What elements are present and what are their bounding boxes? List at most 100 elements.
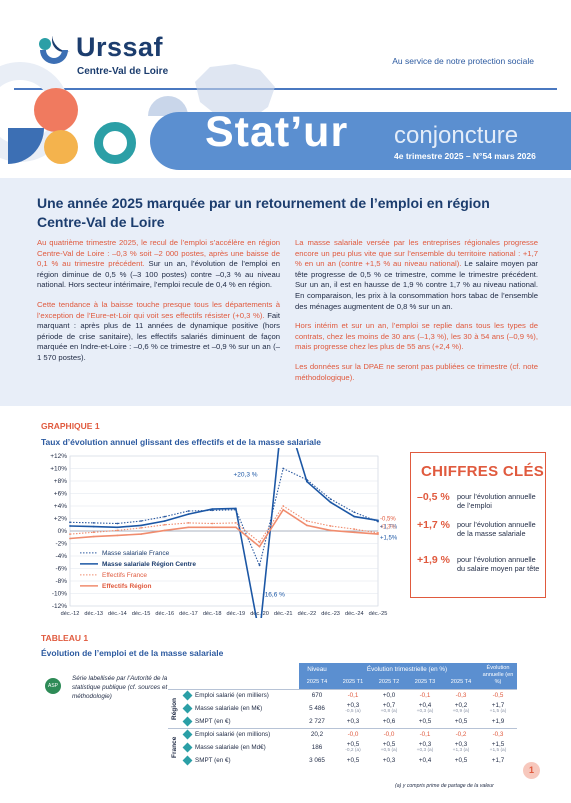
series-point-2 — [329, 525, 332, 527]
end-value-label: -0,5% — [380, 517, 396, 523]
table-cell: +0,3 +0,3 (a) — [407, 741, 443, 754]
cell-value: -0,1 — [419, 692, 431, 700]
cell-value: -0,0 — [383, 731, 395, 739]
cell-value: +1,7 — [491, 702, 505, 709]
table-cell: +0,5 — [443, 754, 479, 767]
table-cell: +1,7 — [479, 754, 517, 767]
cell-value: -0,1 — [347, 692, 359, 700]
table-cell: +1,9 — [479, 715, 517, 728]
x-tick-label: déc.-21 — [274, 611, 293, 617]
table-cell: +0,3 -0,5 (a) — [335, 702, 371, 715]
table-cell: -0,3 — [443, 688, 479, 702]
x-tick-label: déc.-25 — [369, 611, 388, 617]
cell-value: +0,3 — [418, 741, 432, 748]
table-cell: +0,7 +0,8 (a) — [371, 702, 407, 715]
cell-value: +0,3 — [454, 741, 468, 748]
row-label-text: Masse salariale (en Md€) — [195, 744, 266, 752]
cell-value: -0,0 — [347, 731, 359, 739]
article-title: Une année 2025 marquée par un retourneme… — [37, 195, 490, 230]
series-point-0 — [69, 521, 71, 524]
table-cell: -0,0 — [335, 727, 371, 741]
diamond-bullet-icon — [182, 703, 193, 714]
y-tick-label: +2% — [54, 516, 67, 523]
y-tick-label: +10% — [50, 466, 67, 473]
legend-label: Masse salariale France — [102, 550, 170, 557]
decorative-circle-icon — [34, 88, 78, 132]
cell-value: +0,4 — [418, 702, 432, 709]
series-line-1 — [69, 448, 379, 618]
cell-value: 670 — [311, 692, 323, 700]
brand-name: Urssaf — [76, 32, 164, 62]
cell-value: -0,3 — [455, 692, 467, 700]
series-point-2 — [211, 522, 214, 525]
cell-subvalue: +1,5 (a) — [489, 709, 507, 714]
table-cell: +0,3 — [335, 715, 371, 728]
cell-value: +0,5 — [454, 717, 468, 725]
key-figure-value: –0,5 % — [417, 491, 450, 503]
y-tick-label: +12% — [50, 453, 67, 460]
cell-subvalue: +1,5 (a) — [489, 748, 507, 753]
series-point-1 — [234, 507, 237, 510]
diamond-bullet-icon — [182, 729, 193, 740]
end-value-label: +1,5% — [380, 535, 398, 541]
table-group-label: Région — [168, 689, 181, 728]
cell-subvalue: +0,8 (a) — [380, 709, 398, 714]
urssaf-logo-icon — [39, 36, 70, 64]
annotation-label: +20,3 % — [233, 472, 257, 479]
series-point-2 — [282, 505, 285, 507]
table-row: Masse salariale (en Md€) 186 +0,5 -0,2 (a) +… — [168, 741, 517, 754]
table-group-label: France — [168, 728, 181, 767]
cell-value: +0,2 — [454, 702, 468, 709]
end-value-label: -0,3% — [380, 525, 396, 531]
end-value-label: +1,7% — [380, 525, 398, 531]
series-point-3 — [353, 531, 356, 534]
table-cell: +0,4 — [407, 754, 443, 767]
y-tick-label: -2% — [55, 541, 67, 548]
table-cell: +1,7 +1,5 (a) — [479, 702, 517, 715]
cell-subvalue: +0,3 (a) — [416, 748, 434, 753]
series-line-0 — [69, 467, 379, 568]
series-point-3 — [306, 524, 308, 527]
series-point-0 — [353, 511, 356, 514]
cell-value: -0,3 — [492, 731, 504, 739]
table-cell: -0,5 — [479, 688, 517, 702]
series-point-1 — [69, 525, 71, 527]
table-cell: +0,5 — [443, 715, 479, 728]
series-point-0 — [163, 515, 166, 518]
table-row: SMPT (en €) 2 727 +0,3 +0,6 +0,5 +0,5 +1,9 — [168, 715, 517, 728]
key-figure-desc: pour l’évolution annuelle de la masse sa… — [457, 520, 536, 538]
diamond-bullet-icon — [182, 742, 193, 753]
cell-value: +0,3 — [346, 717, 360, 725]
series-point-3 — [377, 533, 379, 536]
col-t1: 2025 T1 — [335, 676, 371, 689]
certification-badge-icon: ASP — [45, 678, 61, 694]
table-row-label: SMPT (en €) — [181, 715, 299, 728]
table-header-row: Niveau Évolution trimestrielle (en %) Év… — [168, 663, 517, 689]
table-cell: +1,5 +1,5 (a) — [479, 741, 517, 754]
decorative-dot-icon — [44, 130, 78, 164]
table-cell: +0,3 — [371, 754, 407, 767]
cell-value: +0,5 — [418, 717, 432, 725]
x-tick-label: déc.-14 — [108, 611, 127, 617]
graph-label: GRAPHIQUE 1 — [41, 421, 100, 431]
right-p1-highlight: La masse salariale versée par les entrep… — [295, 238, 538, 269]
key-figures-title: CHIFFRES CLÉS — [421, 463, 545, 480]
decorative-quarter-icon — [8, 128, 44, 164]
cell-value: 2 727 — [309, 717, 325, 725]
cell-value: +0,3 — [382, 757, 396, 764]
x-tick-label: déc.-12 — [61, 611, 80, 617]
row-label-text: Emploi salarié (en millions) — [195, 731, 271, 739]
x-tick-label: déc.-13 — [84, 611, 103, 617]
series-point-3 — [258, 545, 261, 548]
series-point-3 — [92, 535, 95, 538]
tagline: Au service de notre protection sociale — [392, 56, 534, 66]
cell-value: +0,0 — [382, 692, 396, 700]
cell-value: 3 065 — [309, 757, 325, 764]
cell-value: +0,3 — [346, 702, 360, 709]
left-p2-highlight: Cette tendance à la baisse touche presqu… — [37, 299, 280, 320]
cell-value: 20,2 — [310, 731, 324, 739]
row-label-text: SMPT (en €) — [195, 717, 231, 725]
cell-subvalue: -0,2 (a) — [345, 748, 361, 753]
table-cell: 2 727 — [299, 715, 335, 728]
key-figures-box: CHIFFRES CLÉS –0,5 % pour l’évolution an… — [410, 452, 546, 598]
